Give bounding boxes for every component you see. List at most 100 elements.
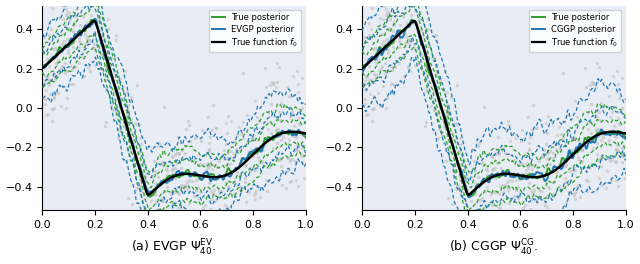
Point [80,2,90,6]
Point [388,20,399,24]
Point [481,167,491,171]
Point [189,158,200,162]
Point [524,171,534,175]
Point [469,159,479,163]
Point [596,131,607,136]
Point [89,46,99,50]
Point [462,187,472,191]
Point [153,175,163,179]
Point [482,172,492,177]
Point [122,108,132,112]
Point [241,200,252,204]
Point [49,77,60,81]
Point [221,181,231,185]
Point [198,205,209,210]
Point [420,77,430,82]
Point [526,188,536,193]
Point [487,168,497,172]
Point [453,185,463,189]
Point [230,140,240,144]
Point [157,162,167,166]
Point [592,114,602,119]
Point [195,139,205,143]
Point [480,189,490,194]
Point [257,159,268,163]
Point [360,101,371,106]
Point [60,71,70,75]
Point [297,76,307,81]
Point [572,138,582,143]
Point [48,107,58,111]
Point [135,172,145,176]
Point [518,176,528,180]
X-axis label: (b) CGGP $\Psi_{40}^{\mathrm{CG}}$.: (b) CGGP $\Psi_{40}^{\mathrm{CG}}$. [449,238,539,258]
Point [404,38,414,42]
Point [262,188,272,193]
Point [360,78,370,83]
Point [86,39,96,43]
Point [82,21,92,25]
Point [528,163,538,167]
Point [435,97,445,101]
Point [442,108,452,112]
Point [454,149,465,153]
Point [294,110,304,114]
Point [409,21,419,25]
Point [221,142,231,147]
Point [237,71,248,76]
Point [426,104,436,109]
Point [191,188,201,192]
Point [150,192,160,196]
Point [425,68,435,72]
Point [276,138,286,142]
Point [525,135,535,139]
Point [119,124,129,128]
Point [160,189,170,194]
Point [282,156,292,160]
Point [611,148,621,153]
Point [447,130,457,135]
Point [591,141,602,145]
Point [121,119,131,123]
Point [558,119,568,124]
Point [577,159,588,163]
Point [582,188,592,193]
Point [499,190,509,194]
Point [271,128,281,132]
Point [136,184,146,188]
Point [570,150,580,154]
Point [275,176,285,180]
Point [534,187,545,192]
Point [377,3,387,7]
Point [372,58,383,62]
Point [263,110,273,114]
Point [525,207,535,211]
Point [436,133,447,138]
Point [289,133,299,138]
Point [394,39,404,43]
Point [126,95,136,99]
Point [248,137,259,141]
Point [513,163,524,167]
Point [68,38,79,43]
Point [271,128,281,133]
Point [127,202,138,207]
Point [83,40,93,44]
Point [607,157,617,161]
Legend: True posterior, CGGP posterior, True function $f_0$: True posterior, CGGP posterior, True fun… [529,10,621,52]
Point [369,106,380,110]
Point [429,108,439,112]
Point [541,142,551,147]
Point [607,128,618,132]
Point [298,133,308,137]
Point [275,155,285,160]
Point [127,130,137,135]
Point [242,140,252,144]
Point [405,69,415,73]
Point [504,122,514,127]
Point [115,97,125,101]
Point [572,184,582,188]
Point [211,237,221,241]
Point [297,146,307,150]
Point [181,213,191,218]
